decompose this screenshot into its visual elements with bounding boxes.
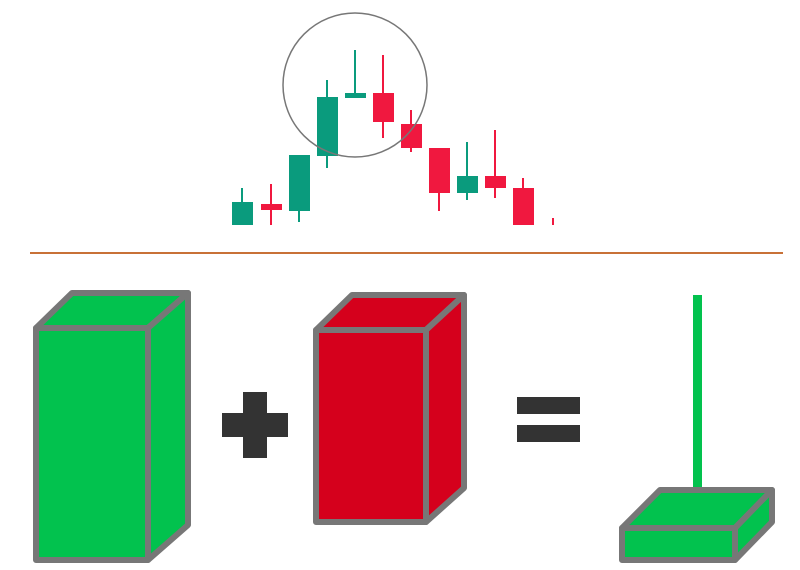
candle [289,155,310,211]
box-front [313,327,429,525]
candle [457,176,478,193]
highlight-circle [282,12,428,158]
candlestick-chart [232,12,554,225]
box-side [423,292,467,525]
equals-bar [517,425,580,442]
candle [485,176,506,188]
candle [345,93,366,98]
candle [401,124,422,148]
candle [232,202,253,225]
equals-sign [517,397,580,442]
candle [513,188,534,225]
green-box [33,290,191,563]
candle [261,204,282,210]
candle [373,93,394,122]
plus-bar [243,392,267,458]
box-front [619,525,738,563]
doji-result [619,295,775,563]
box-front [33,325,151,563]
doji-wick [693,295,702,495]
candle [429,148,450,193]
red-box [313,292,467,525]
box-side [145,290,191,563]
equals-bar [517,397,580,414]
candle [317,97,338,156]
plus-sign [222,392,288,458]
